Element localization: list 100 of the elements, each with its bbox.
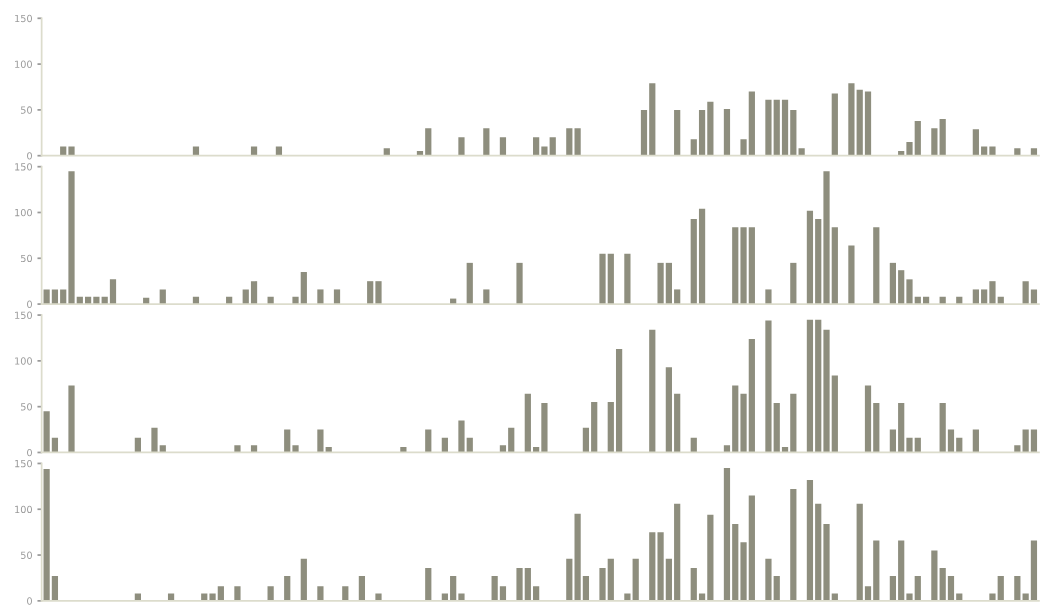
bar <box>242 289 249 305</box>
bar <box>690 139 697 156</box>
y-tick-label: 50 <box>20 551 32 559</box>
bar <box>914 437 921 453</box>
bar <box>649 329 656 453</box>
bar <box>674 289 681 305</box>
bar <box>873 403 880 453</box>
bar <box>499 445 507 453</box>
bar <box>441 437 448 453</box>
bar <box>674 503 681 601</box>
bar <box>773 403 780 453</box>
bar <box>740 139 747 156</box>
bar <box>831 375 838 453</box>
bar <box>798 148 805 156</box>
bar <box>723 468 731 601</box>
bar <box>723 445 731 453</box>
bar <box>997 576 1004 601</box>
bar <box>574 513 581 601</box>
bar <box>93 296 100 305</box>
y-tick-label: 100 <box>15 60 32 68</box>
bar <box>159 445 166 453</box>
bar <box>939 403 946 453</box>
bar <box>732 227 739 305</box>
bar <box>582 427 590 453</box>
bar <box>649 83 656 156</box>
bar <box>831 93 838 156</box>
y-tick-label: 0 <box>27 152 32 160</box>
bar <box>250 445 258 453</box>
bar <box>1014 445 1021 453</box>
bar <box>566 558 573 601</box>
bar <box>931 128 938 156</box>
y-tick-label: 150 <box>15 14 32 23</box>
bar <box>748 91 755 156</box>
bar <box>284 429 291 453</box>
bar <box>956 437 963 453</box>
bar <box>68 385 75 453</box>
bar <box>367 281 374 305</box>
bar <box>864 586 872 601</box>
bar <box>972 129 979 156</box>
bar <box>989 593 996 601</box>
bar <box>516 567 523 601</box>
bar <box>657 532 664 601</box>
bar <box>607 253 614 305</box>
bar <box>748 338 755 453</box>
bar <box>458 593 465 601</box>
bar <box>1014 576 1021 601</box>
bar <box>159 289 166 305</box>
bar <box>889 262 897 305</box>
bar <box>300 272 307 305</box>
bar <box>972 429 979 453</box>
bar <box>906 279 913 305</box>
bar <box>740 227 747 305</box>
bar <box>690 437 697 453</box>
bar <box>674 109 681 156</box>
bar <box>508 427 515 453</box>
bar <box>43 289 50 305</box>
bar <box>1014 148 1021 156</box>
bar <box>707 101 714 156</box>
bar <box>765 289 772 305</box>
bar <box>425 567 432 601</box>
bar <box>981 289 988 305</box>
bar <box>873 540 880 601</box>
bar <box>806 479 814 601</box>
y-tick-label: 100 <box>15 208 32 217</box>
bar <box>450 576 457 601</box>
bar <box>599 567 606 601</box>
bar <box>51 576 59 601</box>
bar <box>823 523 830 601</box>
bar <box>732 523 739 601</box>
bar <box>632 558 639 601</box>
bar <box>740 542 747 601</box>
bar <box>674 393 681 453</box>
bar <box>665 367 672 453</box>
bar <box>607 402 614 453</box>
bar <box>458 420 465 453</box>
bar <box>533 586 540 601</box>
bar <box>690 567 697 601</box>
bar <box>790 109 797 156</box>
bar <box>765 320 772 453</box>
bar <box>939 567 946 601</box>
bar <box>43 411 50 453</box>
bar <box>624 593 631 601</box>
bar <box>665 262 672 305</box>
y-tick-label: 100 <box>15 357 32 365</box>
bar <box>790 489 797 601</box>
bar <box>549 137 556 156</box>
bar <box>815 319 822 453</box>
bar <box>599 253 606 305</box>
y-tick-label: 50 <box>20 106 32 114</box>
bar <box>806 319 814 453</box>
bar <box>640 109 648 156</box>
bar <box>574 128 581 156</box>
bar <box>931 550 938 601</box>
bar <box>591 402 598 453</box>
bar <box>790 262 797 305</box>
y-tick-label: 0 <box>27 300 32 308</box>
bar <box>541 146 548 156</box>
bar <box>1030 148 1038 156</box>
bar <box>914 120 921 156</box>
bar <box>823 329 830 453</box>
